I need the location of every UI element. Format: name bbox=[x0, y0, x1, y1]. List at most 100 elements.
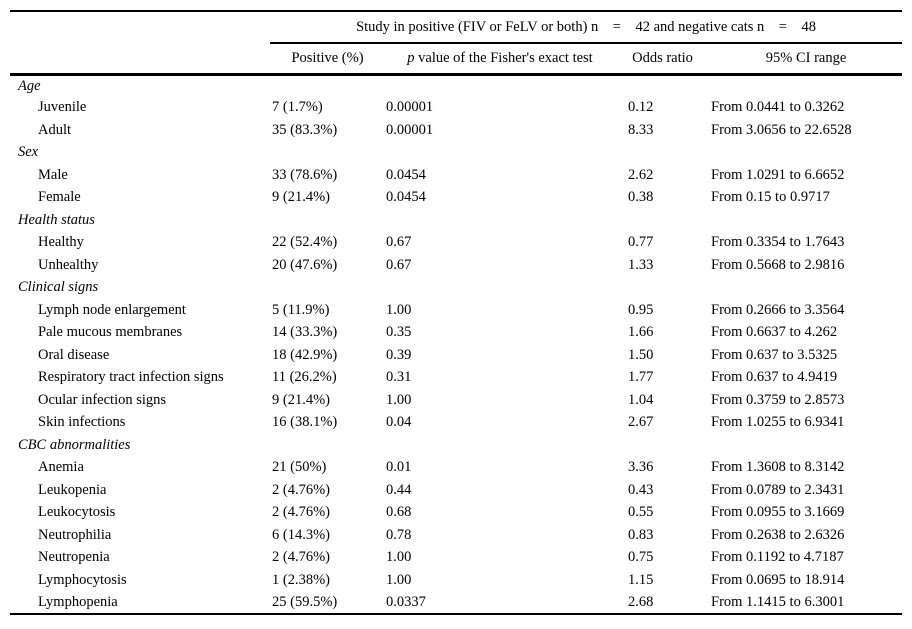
section-row: Health status bbox=[10, 209, 902, 232]
table-row: Lymphocytosis 1 (2.38%) 1.00 1.15 From 0.069… bbox=[10, 569, 902, 592]
cell-label: Ocular infection signs bbox=[38, 391, 167, 408]
cell-p-value: 0.0337 bbox=[386, 593, 426, 610]
cell-ci: From 0.6637 to 4.262 bbox=[711, 324, 838, 341]
cell-p-value: 1.00 bbox=[386, 571, 412, 588]
cell-odds-ratio: 0.43 bbox=[628, 481, 654, 498]
cell-ci: From 0.5668 to 2.9816 bbox=[711, 256, 845, 273]
cell-positive: 16 (38.1%) bbox=[272, 414, 338, 431]
cell-label: Respiratory tract infection signs bbox=[38, 369, 224, 386]
cell-ci: From 1.3608 to 8.3142 bbox=[711, 459, 845, 476]
cell-odds-ratio: 2.62 bbox=[628, 166, 654, 183]
section-label: Clinical signs bbox=[18, 279, 99, 296]
table-row: Juvenile 7 (1.7%) 0.00001 0.12 From 0.0441 t… bbox=[10, 97, 902, 120]
cell-label: Juvenile bbox=[38, 99, 87, 116]
section-label: Sex bbox=[18, 144, 39, 161]
cell-odds-ratio: 1.50 bbox=[628, 346, 654, 363]
cell-label: Neutropenia bbox=[38, 549, 110, 566]
cell-p-value: 0.00001 bbox=[386, 99, 434, 116]
cell-positive: 25 (59.5%) bbox=[272, 593, 338, 610]
cell-ci: From 3.0656 to 22.6528 bbox=[711, 121, 852, 138]
cell-positive: 18 (42.9%) bbox=[272, 346, 338, 363]
cell-odds-ratio: 0.38 bbox=[628, 189, 654, 206]
cell-odds-ratio: 1.66 bbox=[628, 324, 654, 341]
cell-positive: 22 (52.4%) bbox=[272, 234, 338, 251]
cell-odds-ratio: 3.36 bbox=[628, 459, 654, 476]
cell-odds-ratio: 2.68 bbox=[628, 593, 654, 610]
cell-positive: 33 (78.6%) bbox=[272, 166, 338, 183]
cell-label: Female bbox=[38, 189, 81, 206]
table-row: Ocular infection signs 9 (21.4%) 1.00 1.04 F… bbox=[10, 389, 902, 412]
col-header-positive: Positive (%) bbox=[270, 43, 385, 76]
cell-label: Leukopenia bbox=[38, 481, 107, 498]
section-row: Clinical signs bbox=[10, 277, 902, 300]
cell-ci: From 0.2638 to 2.6326 bbox=[711, 526, 845, 543]
section-label: CBC abnormalities bbox=[18, 436, 131, 453]
table-row: Male 33 (78.6%) 0.0454 2.62 From 1.0291 to 6… bbox=[10, 164, 902, 187]
cell-positive: 9 (21.4%) bbox=[272, 391, 330, 408]
table-row: Neutrophilia 6 (14.3%) 0.78 0.83 From 0.2638… bbox=[10, 524, 902, 547]
cell-ci: From 0.637 to 4.9419 bbox=[711, 369, 838, 386]
cell-p-value: 0.00001 bbox=[386, 121, 434, 138]
table-row: Neutropenia 2 (4.76%) 1.00 0.75 From 0.1192 … bbox=[10, 547, 902, 570]
cell-odds-ratio: 0.12 bbox=[628, 99, 654, 116]
col-header-ci-range: 95% CI range bbox=[710, 43, 903, 76]
cell-positive: 21 (50%) bbox=[272, 459, 327, 476]
col-header-odds-ratio: Odds ratio bbox=[615, 43, 710, 76]
cell-ci: From 1.0291 to 6.6652 bbox=[711, 166, 845, 183]
section-label: Age bbox=[18, 77, 41, 94]
cell-ci: From 0.637 to 3.5325 bbox=[711, 346, 838, 363]
cell-odds-ratio: 0.77 bbox=[628, 234, 654, 251]
table-row: Lymph node enlargement 5 (11.9%) 1.00 0.95 F… bbox=[10, 299, 902, 322]
cell-label: Lymphocytosis bbox=[38, 571, 127, 588]
column-header-row: Positive (%) p value of the Fisher's exa… bbox=[10, 43, 903, 76]
cell-label: Oral disease bbox=[38, 346, 110, 363]
cell-label: Unhealthy bbox=[38, 256, 99, 273]
cell-p-value: 0.31 bbox=[386, 369, 412, 386]
cell-p-value: 1.00 bbox=[386, 301, 412, 318]
cell-odds-ratio: 0.83 bbox=[628, 526, 654, 543]
table-row: Skin infections 16 (38.1%) 0.04 2.67 From 1.… bbox=[10, 412, 902, 435]
p-value-header-rest: value of the Fisher's exact test bbox=[414, 49, 593, 66]
cell-positive: 9 (21.4%) bbox=[272, 189, 330, 206]
col-header-empty bbox=[10, 43, 270, 76]
cell-label: Neutrophilia bbox=[38, 526, 112, 543]
cell-positive: 2 (4.76%) bbox=[272, 481, 330, 498]
cell-p-value: 0.01 bbox=[386, 459, 412, 476]
section-row: CBC abnormalities bbox=[10, 434, 902, 457]
table-row: Pale mucous membranes 14 (33.3%) 0.35 1.66 F… bbox=[10, 322, 902, 345]
results-table: Study in positive (FIV or FeLV or both) … bbox=[10, 10, 903, 615]
cell-p-value: 0.67 bbox=[386, 256, 412, 273]
cell-odds-ratio: 0.75 bbox=[628, 549, 654, 566]
cell-label: Skin infections bbox=[38, 414, 126, 431]
cell-ci: From 0.3354 to 1.7643 bbox=[711, 234, 845, 251]
cell-p-value: 0.35 bbox=[386, 324, 412, 341]
spanner-empty-cell bbox=[10, 11, 270, 43]
table-row: Healthy 22 (52.4%) 0.67 0.77 From 0.3354 to … bbox=[10, 232, 902, 255]
cell-odds-ratio: 1.33 bbox=[628, 256, 654, 273]
cell-p-value: 1.00 bbox=[386, 391, 412, 408]
table-row: Unhealthy 20 (47.6%) 0.67 1.33 From 0.5668 t… bbox=[10, 254, 902, 277]
spanner-row: Study in positive (FIV or FeLV or both) … bbox=[10, 11, 903, 44]
cell-ci: From 1.1415 to 6.3001 bbox=[711, 593, 845, 610]
cell-label: Healthy bbox=[38, 234, 84, 251]
section-row: Sex bbox=[10, 142, 902, 165]
cell-label: Lymph node enlargement bbox=[38, 301, 186, 318]
spanner-header: Study in positive (FIV or FeLV or both) … bbox=[270, 11, 903, 44]
cell-p-value: 0.39 bbox=[386, 346, 412, 363]
cell-odds-ratio: 1.15 bbox=[628, 571, 654, 588]
table-row: Female 9 (21.4%) 0.0454 0.38 From 0.15 to 0.… bbox=[10, 187, 902, 210]
cell-positive: 7 (1.7%) bbox=[272, 99, 323, 116]
col-header-p-value: p value of the Fisher's exact test bbox=[385, 43, 615, 76]
cell-label: Anemia bbox=[38, 459, 84, 476]
cell-odds-ratio: 1.04 bbox=[628, 391, 654, 408]
cell-ci: From 0.0789 to 2.3431 bbox=[711, 481, 845, 498]
cell-positive: 20 (47.6%) bbox=[272, 256, 338, 273]
cell-positive: 11 (26.2%) bbox=[272, 369, 337, 386]
cell-positive: 35 (83.3%) bbox=[272, 121, 338, 138]
cell-positive: 6 (14.3%) bbox=[272, 526, 330, 543]
table-body: Age Juvenile 7 (1.7%) 0.00001 0.12 From 0.044… bbox=[10, 74, 902, 614]
cell-p-value: 1.00 bbox=[386, 549, 412, 566]
cell-label: Pale mucous membranes bbox=[38, 324, 183, 341]
cell-odds-ratio: 0.95 bbox=[628, 301, 654, 318]
